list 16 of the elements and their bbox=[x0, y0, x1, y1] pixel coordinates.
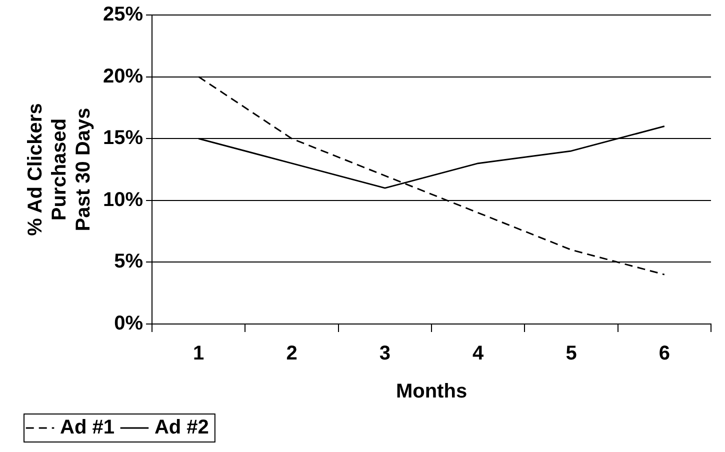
x-tick-label: 2 bbox=[286, 342, 298, 365]
x-tick-label: 3 bbox=[379, 342, 390, 365]
x-tick-label: 4 bbox=[472, 342, 485, 365]
y-tick-label: 10% bbox=[103, 188, 144, 211]
y-tick-label: 0% bbox=[114, 312, 144, 335]
x-tick-label: 6 bbox=[658, 342, 670, 365]
y-tick-label: 20% bbox=[103, 65, 144, 88]
y-tick-label: 25% bbox=[103, 4, 144, 26]
x-tick-label: 1 bbox=[193, 342, 204, 365]
legend-label: Ad #2 bbox=[154, 416, 209, 439]
y-tick-label: 15% bbox=[103, 127, 144, 150]
x-tick-label: 5 bbox=[566, 342, 577, 365]
y-tick-label: 5% bbox=[114, 250, 144, 273]
y-axis-title: % Ad Clickers Purchased Past 30 Days bbox=[24, 103, 95, 236]
legend-label: Ad #1 bbox=[60, 416, 114, 439]
x-axis-title: Months bbox=[396, 380, 468, 403]
